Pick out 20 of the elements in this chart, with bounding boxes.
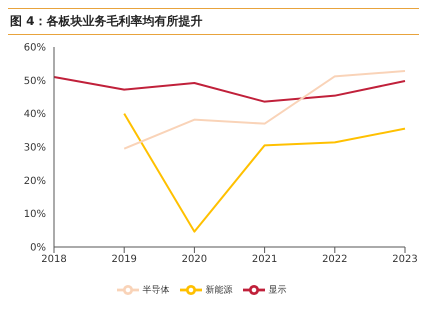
y-tick-label: 60%	[24, 42, 46, 54]
line-series	[53, 76, 406, 103]
y-tick-label: 20%	[24, 176, 46, 187]
line-series	[123, 112, 406, 233]
x-tick-label: 2022	[322, 254, 348, 266]
legend-label: 显示	[268, 285, 286, 296]
x-tick-label: 2023	[392, 254, 418, 266]
legend-label: 新能源	[206, 285, 232, 296]
y-tick-label: 10%	[24, 209, 46, 220]
y-tick-label: 40%	[24, 109, 46, 120]
x-tick-label: 2018	[41, 254, 67, 266]
x-tick-label: 2019	[111, 254, 137, 266]
x-tick-label: 2021	[252, 254, 278, 266]
chart-title: 图 4：各板块业务毛利率均有所提升	[8, 8, 419, 35]
y-tick-label: 30%	[24, 142, 46, 154]
y-tick-label: 0%	[30, 242, 46, 254]
y-tick-label: 50%	[24, 76, 46, 87]
x-tick-label: 2020	[182, 254, 208, 266]
line-series	[123, 70, 406, 150]
legend-label: 半导体	[142, 285, 170, 296]
